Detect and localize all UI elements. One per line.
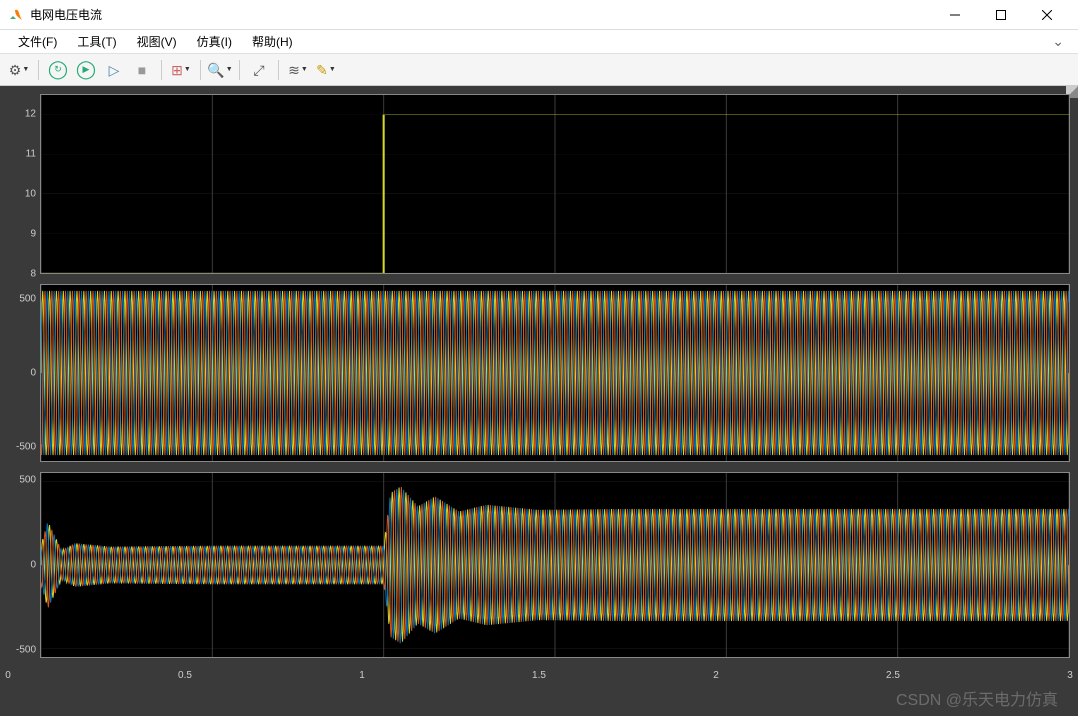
- toolbar-separator: [239, 60, 240, 80]
- maximize-button[interactable]: [978, 0, 1024, 30]
- x-tick-label: 3: [1067, 670, 1073, 681]
- close-button[interactable]: [1024, 0, 1070, 30]
- signal-icon[interactable]: ⊞▼: [168, 57, 194, 83]
- y-tick-label: 500: [19, 293, 36, 304]
- watermark: CSDN @乐天电力仿真: [896, 686, 1058, 710]
- plot-step: 89101112: [8, 94, 1070, 274]
- scope-area: 8 9 10 11 12 -500 0 500 -500 0 500 0 0.5 1 1.5 2 2.5 3 CSD…: [0, 86, 1078, 716]
- y-tick-label: -500: [16, 442, 36, 453]
- plot-current: -500 0 500: [8, 472, 1070, 658]
- y-tick-label: 9: [30, 229, 36, 240]
- y-tick-label: 12: [25, 108, 36, 119]
- autoscale-icon[interactable]: ⤢: [246, 57, 272, 83]
- y-tick-label: 500: [19, 475, 36, 486]
- stop-icon[interactable]: ■: [129, 57, 155, 83]
- plot-canvas[interactable]: [40, 284, 1070, 462]
- x-tick-label: 2: [713, 670, 719, 681]
- y-axis: 89101112: [8, 94, 40, 274]
- window-controls: [932, 0, 1070, 30]
- menu-tools[interactable]: 工具(T): [67, 31, 126, 52]
- zoom-icon[interactable]: 🔍▼: [207, 57, 233, 83]
- menu-overflow[interactable]: ⌄: [1046, 31, 1070, 52]
- run-icon[interactable]: ◯▶: [73, 57, 99, 83]
- toolbar: ⚙▼ ◯↻◯▶▷■ ⊞▼ 🔍▼ ⤢ ≋▼✎▼: [0, 54, 1078, 86]
- window-title: 电网电压电流: [30, 6, 932, 23]
- y-tick-label: 10: [25, 189, 36, 200]
- menu-help[interactable]: 帮助(H): [242, 31, 303, 52]
- x-tick-label: 2.5: [886, 670, 900, 681]
- menu-view[interactable]: 视图(V): [127, 31, 187, 52]
- restart-icon[interactable]: ◯↻: [45, 57, 71, 83]
- matlab-icon: [8, 7, 24, 23]
- plot-canvas[interactable]: [40, 472, 1070, 658]
- minimize-button[interactable]: [932, 0, 978, 30]
- x-tick-label: 0.5: [178, 670, 192, 681]
- x-tick-label: 1.5: [532, 670, 546, 681]
- x-tick-label: 0: [5, 670, 11, 681]
- y-axis: -500 0 500: [8, 472, 40, 658]
- highlight-icon[interactable]: ✎▼: [313, 57, 339, 83]
- toolbar-separator: [38, 60, 39, 80]
- menu-sim[interactable]: 仿真(I): [187, 31, 242, 52]
- x-tick-label: 1: [359, 670, 365, 681]
- toolbar-separator: [278, 60, 279, 80]
- measure-icon[interactable]: ≋▼: [285, 57, 311, 83]
- y-axis: -500 0 500: [8, 284, 40, 462]
- menubar: 文件(F) 工具(T) 视图(V) 仿真(I) 帮助(H) ⌄: [0, 30, 1078, 54]
- toolbar-separator: [161, 60, 162, 80]
- y-tick-label: 11: [26, 149, 36, 160]
- titlebar: 电网电压电流: [0, 0, 1078, 30]
- plot-voltage: -500 0 500: [8, 284, 1070, 462]
- plot-canvas[interactable]: [40, 94, 1070, 274]
- y-tick-label: 8: [30, 269, 36, 280]
- menu-file[interactable]: 文件(F): [8, 31, 67, 52]
- x-axis: 0 0.5 1 1.5 2 2.5 3: [8, 668, 1070, 684]
- y-tick-label: 0: [30, 560, 36, 571]
- y-tick-label: 0: [30, 368, 36, 379]
- step-icon[interactable]: ▷: [101, 57, 127, 83]
- toolbar-separator: [200, 60, 201, 80]
- y-tick-label: -500: [16, 644, 36, 655]
- settings-icon[interactable]: ⚙▼: [6, 57, 32, 83]
